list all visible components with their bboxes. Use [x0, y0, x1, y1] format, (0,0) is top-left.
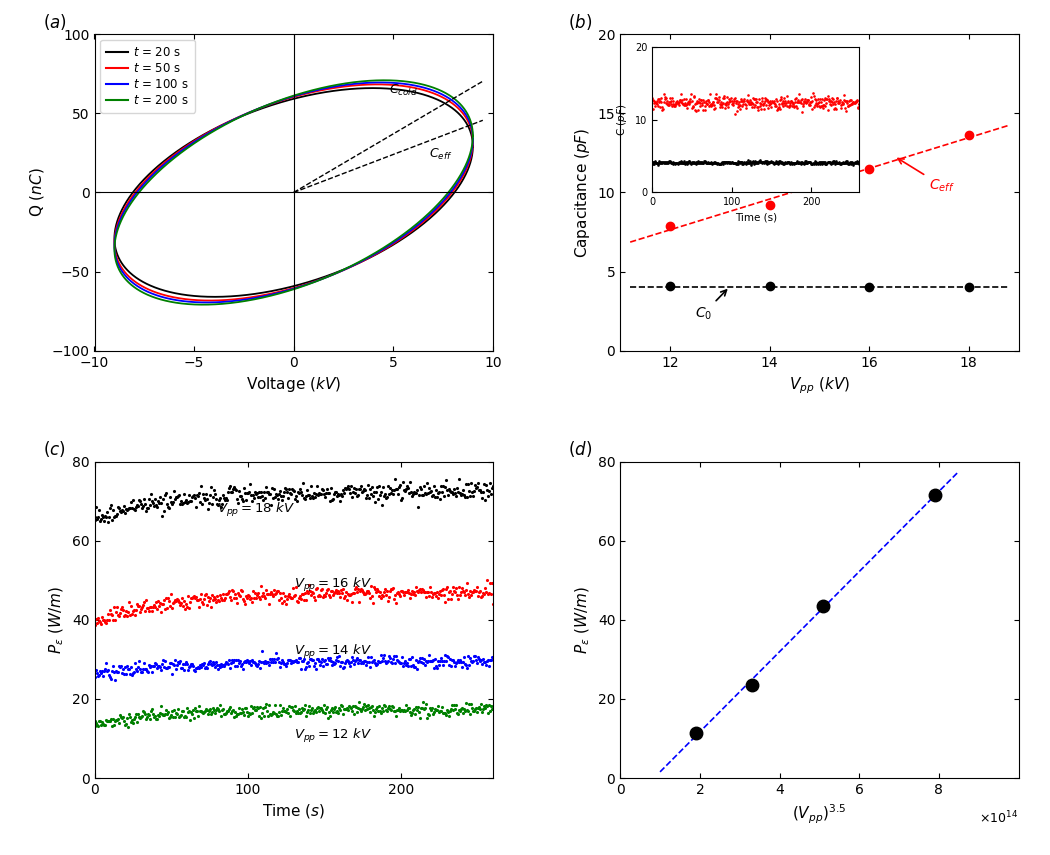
X-axis label: Voltage $(kV)$: Voltage $(kV)$: [246, 375, 341, 394]
Text: $V_{pp}=16\ kV$: $V_{pp}=16\ kV$: [294, 576, 372, 594]
Legend: $t$ = 20 s, $t$ = 50 s, $t$ = 100 s, $t$ = 200 s: $t$ = 20 s, $t$ = 50 s, $t$ = 100 s, $t$…: [101, 40, 195, 113]
Y-axis label: $P_{\varepsilon}\ (W/m)$: $P_{\varepsilon}\ (W/m)$: [573, 586, 592, 654]
Text: $\times10^{14}$: $\times10^{14}$: [980, 810, 1018, 826]
Y-axis label: Q $(nC)$: Q $(nC)$: [28, 168, 46, 217]
Text: $C_{cold}$: $C_{cold}$: [390, 83, 418, 98]
Text: $(b)$: $(b)$: [568, 12, 592, 32]
Text: $C_{eff}$: $C_{eff}$: [429, 147, 453, 162]
Text: $(c)$: $(c)$: [43, 439, 65, 459]
Text: $V_{pp}=14\ kV$: $V_{pp}=14\ kV$: [294, 644, 372, 662]
X-axis label: Time $(s)$: Time $(s)$: [262, 803, 326, 821]
Text: $(a)$: $(a)$: [43, 12, 66, 32]
Y-axis label: $P_{\varepsilon}\ (W/m)$: $P_{\varepsilon}\ (W/m)$: [48, 586, 66, 654]
Text: $V_{pp}=18\ kV$: $V_{pp}=18\ kV$: [217, 501, 295, 519]
Text: $V_{pp}=12\ kV$: $V_{pp}=12\ kV$: [294, 727, 372, 745]
Text: $(d)$: $(d)$: [568, 439, 592, 459]
Text: $C_0$: $C_0$: [695, 290, 727, 321]
X-axis label: $V_{pp}\ (kV)$: $V_{pp}\ (kV)$: [789, 375, 849, 396]
Text: $C_{eff}$: $C_{eff}$: [898, 158, 954, 194]
X-axis label: $(V_{pp})^{3.5}$: $(V_{pp})^{3.5}$: [792, 803, 846, 826]
Y-axis label: Capacitance $(pF)$: Capacitance $(pF)$: [573, 127, 592, 257]
